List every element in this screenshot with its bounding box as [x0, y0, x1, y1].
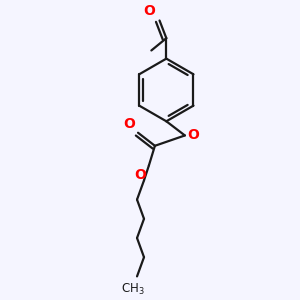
Text: O: O [143, 4, 154, 18]
Text: O: O [187, 128, 199, 142]
Text: CH$_3$: CH$_3$ [121, 282, 145, 298]
Text: O: O [123, 116, 135, 130]
Text: O: O [134, 168, 146, 182]
